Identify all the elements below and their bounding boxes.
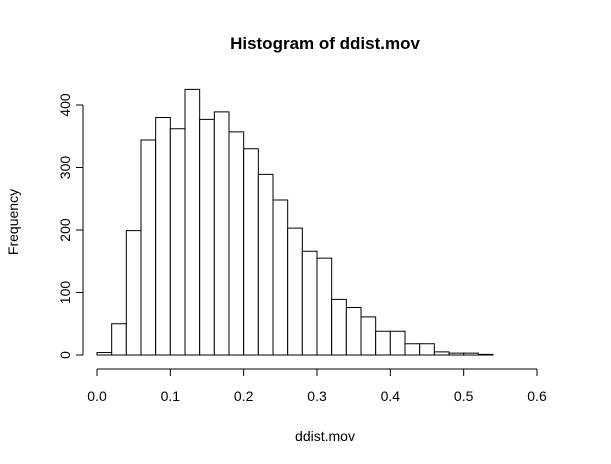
histogram-bar-24 — [448, 352, 465, 356]
histogram-bar-21 — [404, 343, 421, 356]
x-axis: 0.0 0.1 0.2 0.3 0.4 0.5 0.6 — [87, 368, 547, 404]
y-tick-label-2: 200 — [57, 218, 73, 242]
histogram-bar-15 — [316, 257, 333, 356]
histogram-bar-14 — [301, 250, 318, 356]
histogram-bar-3 — [140, 139, 157, 356]
x-tick-label-0: 0.0 — [87, 388, 107, 404]
histogram-bar-5 — [169, 128, 186, 356]
histogram-bar-22 — [419, 343, 435, 356]
histogram-bar-6 — [184, 88, 201, 356]
histogram-bar-16 — [331, 298, 347, 356]
histogram-bar-17 — [345, 307, 362, 356]
histogram-bar-25 — [463, 352, 479, 356]
histogram-bar-8 — [213, 111, 230, 356]
histogram-bar-4 — [155, 117, 171, 356]
x-tick-label-5: 0.5 — [454, 388, 474, 404]
histogram-bar-7 — [199, 118, 215, 356]
y-tick-label-1: 100 — [57, 281, 73, 305]
x-tick-label-6: 0.6 — [527, 388, 547, 404]
histogram-bar-26 — [477, 353, 494, 356]
histogram-bar-11 — [257, 173, 274, 356]
histogram-bar-9 — [228, 131, 245, 356]
histogram-bar-18 — [360, 316, 377, 356]
y-axis-label: Frequency — [5, 189, 21, 255]
x-axis-label: ddist.mov — [295, 428, 355, 444]
bars-group — [96, 88, 494, 356]
chart-title: Histogram of ddist.mov — [230, 34, 420, 53]
y-tick-label-3: 300 — [57, 156, 73, 180]
histogram-bar-2 — [125, 230, 142, 356]
histogram-bar-23 — [433, 351, 450, 356]
y-tick-label-0: 0 — [57, 351, 73, 359]
histogram-bar-13 — [287, 227, 303, 356]
x-tick-label-3: 0.3 — [307, 388, 327, 404]
x-tick-label-2: 0.2 — [234, 388, 254, 404]
histogram-bar-0 — [96, 352, 113, 356]
histogram-bar-10 — [243, 148, 259, 356]
histogram-bar-20 — [389, 330, 406, 356]
histogram-bar-12 — [272, 199, 289, 356]
y-tick-label-4: 400 — [57, 93, 73, 117]
y-axis: 0 100 200 300 400 — [57, 93, 84, 359]
x-tick-label-1: 0.1 — [161, 388, 181, 404]
histogram-bar-19 — [375, 330, 391, 356]
histogram-bar-1 — [111, 323, 127, 356]
x-tick-label-4: 0.4 — [381, 388, 401, 404]
